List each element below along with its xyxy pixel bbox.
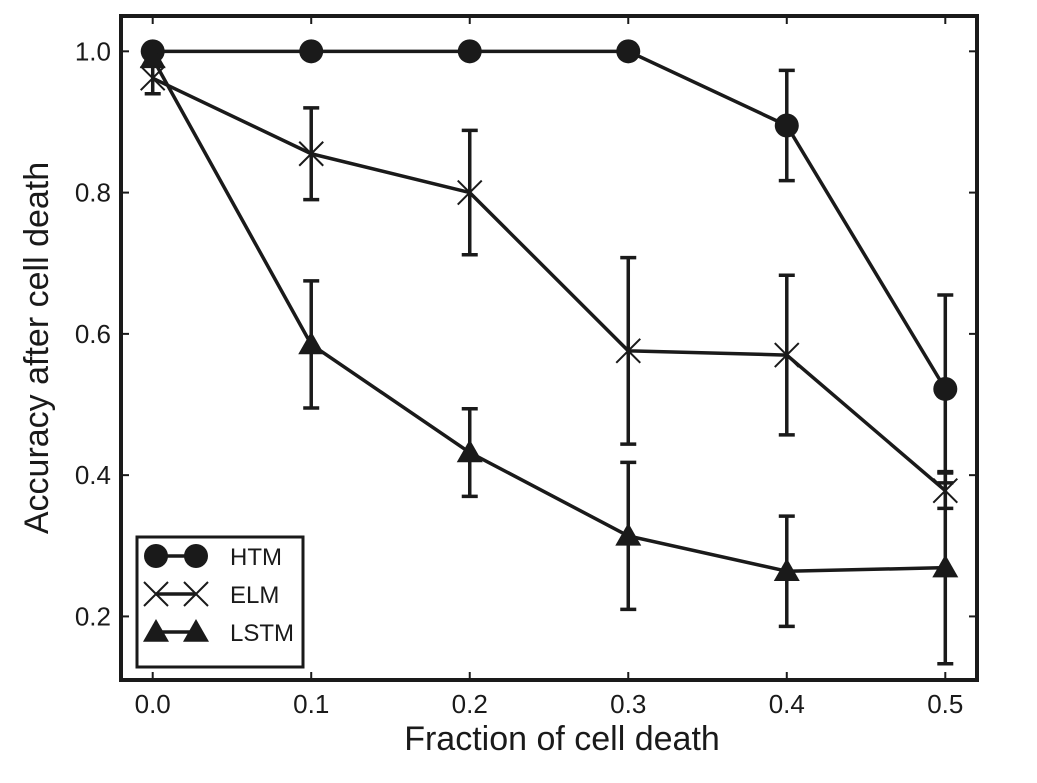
elm-data-point (774, 342, 800, 368)
lstm-data-point (139, 45, 166, 69)
plot-area (139, 39, 959, 666)
lstm-data-point (615, 522, 642, 546)
htm-series-line (152, 49, 947, 390)
legend-elm-label: ELM (230, 582, 279, 609)
htm-data-point (299, 39, 324, 64)
lstm-data-point (773, 558, 800, 581)
y-tick-label: 0.2 (75, 601, 111, 631)
elm-series-line (151, 76, 947, 493)
x-tick-label: 0.0 (135, 689, 171, 719)
lstm-series-line (151, 57, 946, 573)
x-tick-label: 0.4 (769, 689, 805, 719)
legend-htm-label: HTM (230, 544, 282, 571)
legend-lstm-marker (183, 619, 209, 642)
y-tick-label: 0.8 (75, 178, 111, 208)
elm-data-point (298, 141, 324, 167)
y-tick-label: 0.6 (75, 319, 111, 349)
y-tick-label: 0.4 (75, 460, 111, 490)
elm-data-point (615, 338, 641, 364)
y-tick-label: 1.0 (75, 36, 111, 66)
y-axis-title: Accuracy after cell death (18, 162, 56, 534)
lstm-data-point (932, 554, 959, 578)
legend-elm-marker (143, 581, 169, 607)
legend-lstm-marker (143, 619, 169, 642)
plot-frame (119, 14, 979, 682)
lstm-data-point (456, 439, 483, 463)
x-axis-title: Fraction of cell death (404, 720, 720, 758)
x-tick-label: 0.3 (610, 689, 646, 719)
elm-data-point (457, 179, 483, 206)
axes: 0.0 0.1 0.2 0.3 0.4 0.5 0.2 0.4 0.6 0.8 1.0 (75, 14, 979, 719)
x-tick-label: 0.1 (293, 689, 329, 719)
lstm-data-point (298, 331, 325, 355)
htm-data-point (774, 113, 799, 138)
x-tick-label: 0.2 (452, 689, 488, 719)
x-tick-label: 0.5 (927, 689, 963, 719)
legend-htm-marker (184, 544, 208, 568)
legend-lstm-label: LSTM (230, 620, 294, 647)
htm-data-point (457, 39, 482, 64)
htm-data-point (616, 39, 641, 64)
htm-data-point (933, 376, 958, 401)
legend-elm-marker (183, 581, 209, 607)
legend-htm-marker (144, 544, 168, 568)
legend: HTM ELM LSTM (135, 535, 305, 669)
